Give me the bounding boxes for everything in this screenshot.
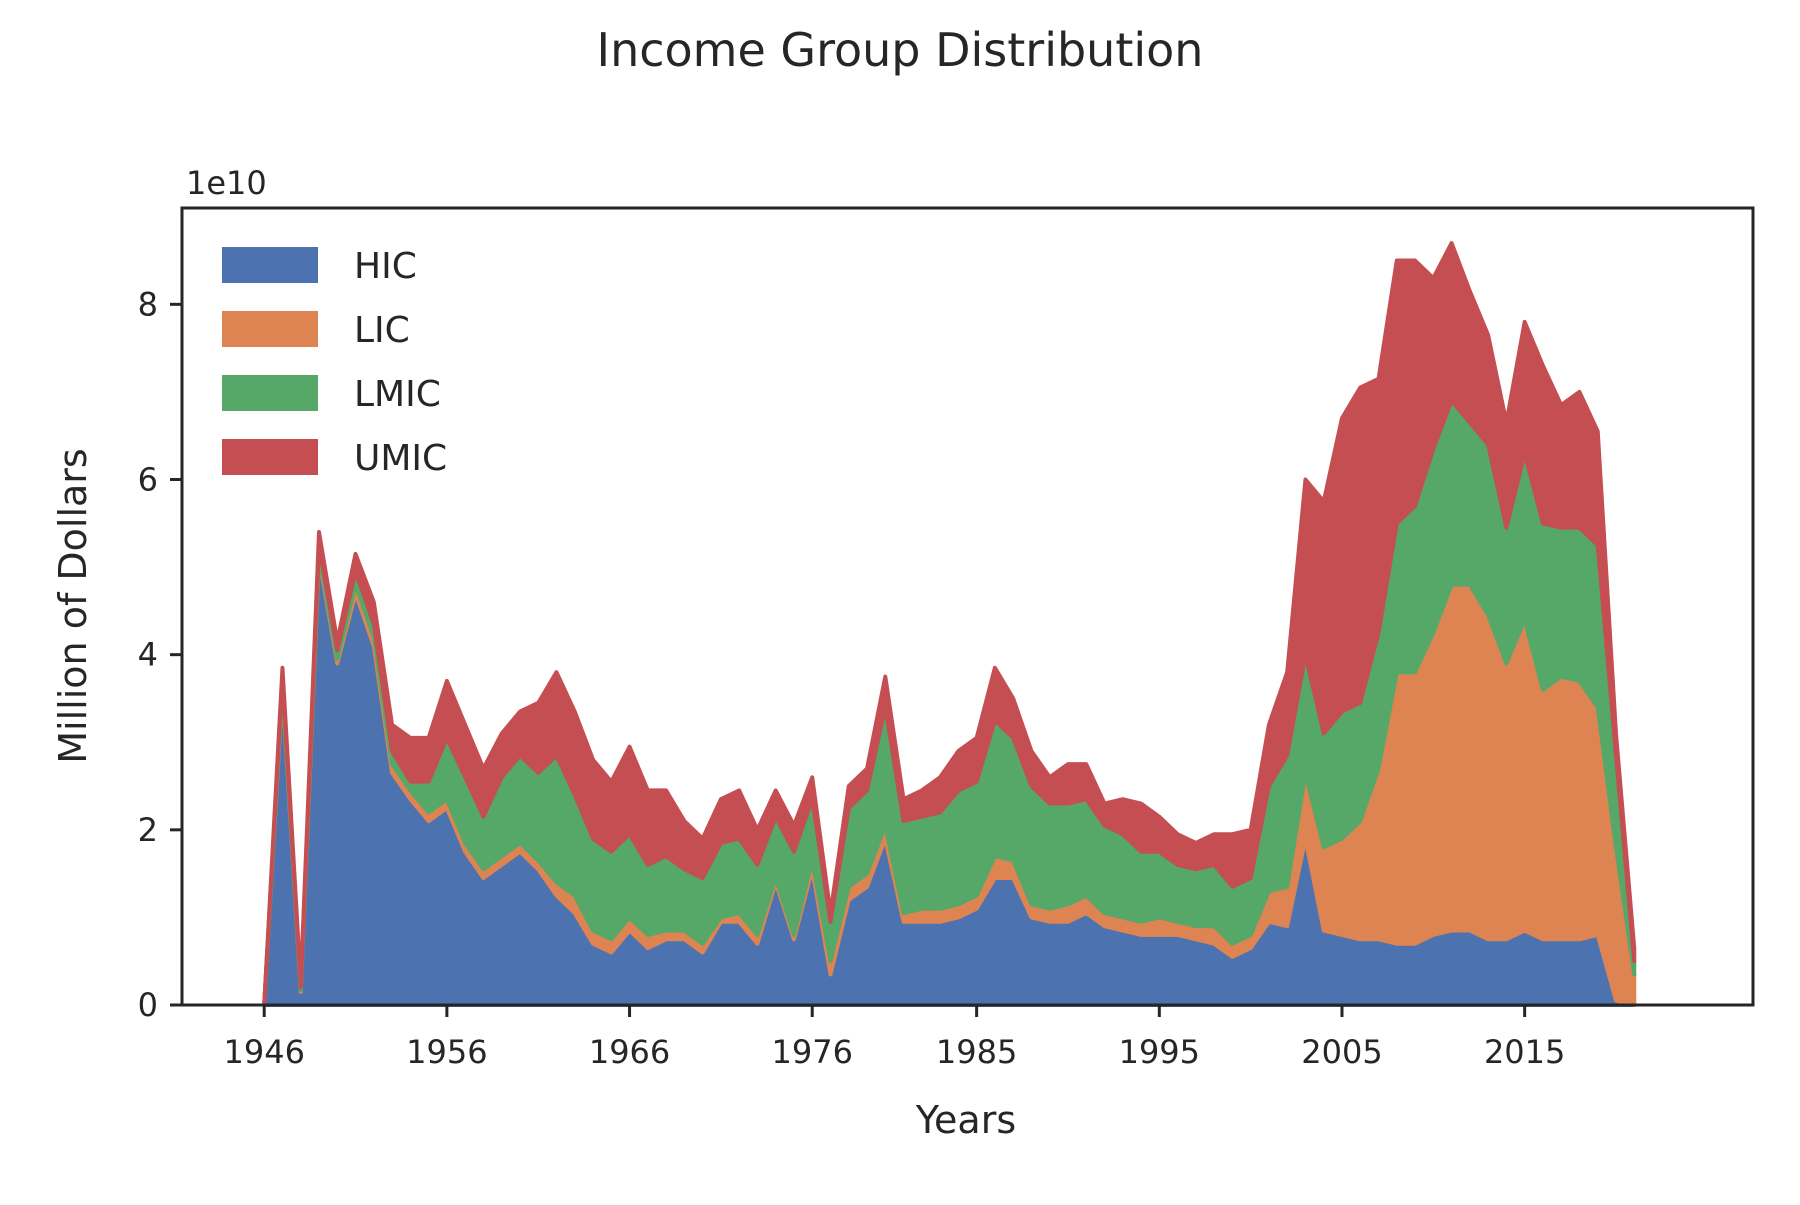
x-tick-label: 1956	[406, 1033, 487, 1071]
y-axis-ticks: 0 2 4 6 8	[138, 285, 182, 1024]
area-umic	[262, 241, 1637, 1007]
x-tick-label: 1985	[936, 1033, 1017, 1071]
chart-title: Income Group Distribution	[597, 23, 1204, 77]
x-tick-label: 1966	[589, 1033, 670, 1071]
y-tick-label: 0	[138, 986, 158, 1024]
legend-label-umic: UMIC	[354, 438, 447, 479]
legend-swatch-lic	[222, 311, 318, 347]
y-axis-label: Million of Dollars	[51, 448, 95, 763]
y-tick-label: 4	[138, 636, 158, 674]
x-tick-label: 2015	[1484, 1033, 1565, 1071]
y-tick-label: 8	[138, 285, 158, 323]
legend-swatch-lmic	[222, 375, 318, 411]
legend-swatch-umic	[222, 439, 318, 475]
x-axis-label: Years	[915, 1098, 1016, 1142]
legend: HIC LIC LMIC UMIC	[222, 246, 447, 479]
legend-label-lmic: LMIC	[354, 374, 441, 415]
legend-label-lic: LIC	[354, 310, 410, 351]
x-tick-label: 1995	[1119, 1033, 1200, 1071]
y-tick-label: 6	[138, 461, 158, 499]
x-tick-label: 1976	[772, 1033, 853, 1071]
legend-label-hic: HIC	[354, 246, 417, 287]
x-tick-label: 1946	[223, 1033, 304, 1071]
area-layers	[262, 241, 1637, 1007]
x-tick-label: 2005	[1301, 1033, 1382, 1071]
y-tick-label: 2	[138, 811, 158, 849]
x-axis-ticks: 1946 1956 1966 1976 1985 1995 2005 2015	[223, 1005, 1565, 1071]
y-axis-offset-label: 1e10	[186, 164, 267, 202]
legend-swatch-hic	[222, 247, 318, 283]
plot-frame	[180, 206, 1755, 1007]
